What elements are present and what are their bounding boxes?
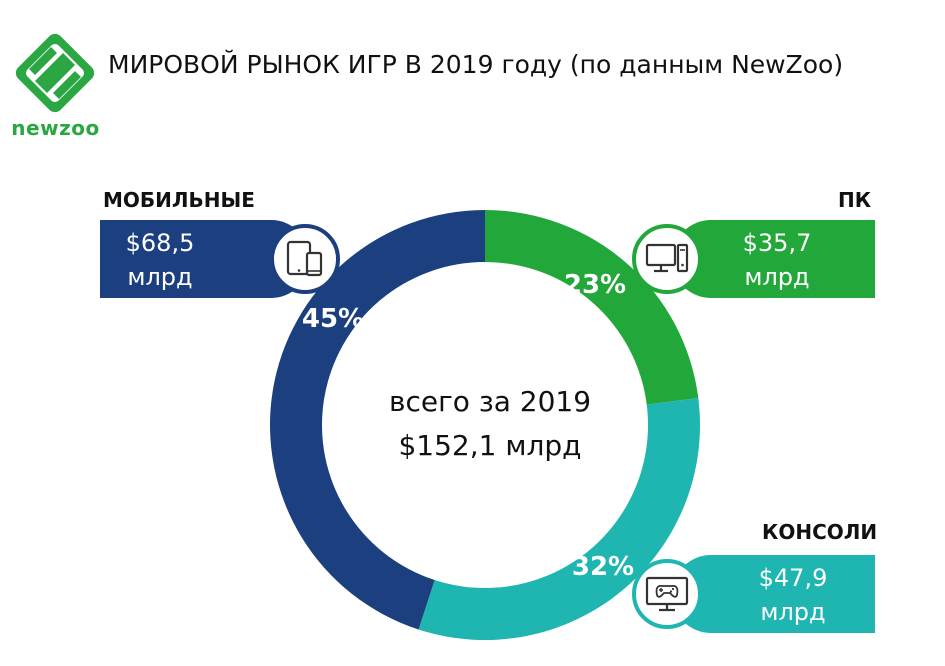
percent-label-console: 32% <box>572 552 634 582</box>
newzoo-logo-wordmark: newzoo <box>11 116 100 140</box>
category-label-console: КОНСОЛИ <box>762 520 878 544</box>
value-unit-pc: млрд <box>744 263 810 291</box>
value-pc: $35,7 млрд <box>722 226 832 294</box>
tablet-phone-icon-graphic <box>286 240 323 277</box>
slice-mobile <box>269 210 485 630</box>
newzoo-logo: newzoo <box>8 30 103 145</box>
slice-console <box>418 398 700 640</box>
value-amount-console: $47,9 <box>758 564 828 592</box>
slice-pc <box>485 210 699 405</box>
tv-gamepad-icon-graphic <box>645 576 689 612</box>
value-unit-mobile: млрд <box>127 263 193 291</box>
percent-label-pc: 23% <box>564 270 626 300</box>
total-value: $152,1 млрд <box>398 429 582 462</box>
value-amount-mobile: $68,5 <box>125 229 195 257</box>
value-console: $47,9 млрд <box>738 561 848 629</box>
percent-label-mobile: 45% <box>302 304 364 334</box>
value-mobile: $68,5 млрд <box>105 226 215 294</box>
desktop-computer-icon-graphic <box>645 243 689 273</box>
value-amount-pc: $35,7 <box>742 229 812 257</box>
value-unit-console: млрд <box>760 598 826 626</box>
total-caption: всего за 2019 <box>388 385 592 418</box>
value-banner-mobile: $68,5 млрд <box>100 220 310 298</box>
category-label-mobile: МОБИЛЬНЫЕ <box>103 188 255 212</box>
page-title: МИРОВОЙ РЫНОК ИГР В 2019 году (по данным… <box>108 50 844 79</box>
tv-gamepad-icon <box>632 559 702 629</box>
value-banner-pc: $35,7 млрд <box>672 220 875 298</box>
total-label: всего за 2019 $152,1 млрд <box>340 380 640 468</box>
newzoo-logo-mark-icon <box>15 33 95 113</box>
tablet-phone-icon <box>270 224 340 294</box>
category-label-pc: ПК <box>838 188 872 212</box>
desktop-computer-icon <box>632 224 702 294</box>
value-banner-console: $47,9 млрд <box>672 555 875 633</box>
